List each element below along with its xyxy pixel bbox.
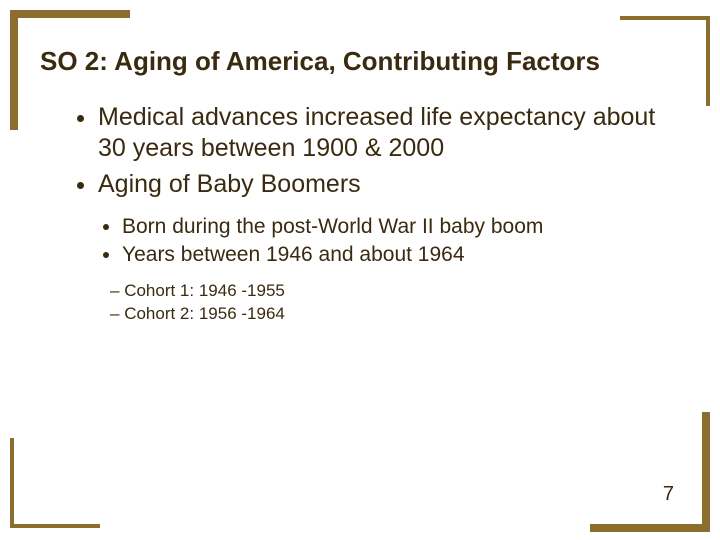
list-item: Cohort 1: 1946 -1955 — [110, 280, 670, 303]
corner-decoration — [10, 10, 130, 18]
corner-decoration — [620, 16, 710, 20]
slide-body: Medical advances increased life expectan… — [60, 102, 670, 326]
slide: SO 2: Aging of America, Contributing Fac… — [0, 0, 720, 540]
corner-decoration — [10, 524, 100, 528]
slide-title: SO 2: Aging of America, Contributing Fac… — [40, 46, 680, 77]
corner-decoration — [706, 16, 710, 106]
page-number: 7 — [663, 483, 674, 506]
bullet-list-level3: Cohort 1: 1946 -1955 Cohort 2: 1956 -196… — [60, 280, 670, 326]
bullet-list-level1: Medical advances increased life expectan… — [60, 102, 670, 200]
list-item: Medical advances increased life expectan… — [98, 102, 670, 163]
corner-decoration — [702, 412, 710, 532]
corner-decoration — [10, 438, 14, 528]
bullet-list-level2: Born during the post-World War II baby b… — [60, 214, 670, 269]
list-item: Years between 1946 and about 1964 — [122, 242, 670, 268]
list-item: Aging of Baby Boomers — [98, 169, 670, 200]
corner-decoration — [10, 10, 18, 130]
list-item: Born during the post-World War II baby b… — [122, 214, 670, 240]
list-item: Cohort 2: 1956 -1964 — [110, 303, 670, 326]
corner-decoration — [590, 524, 710, 532]
